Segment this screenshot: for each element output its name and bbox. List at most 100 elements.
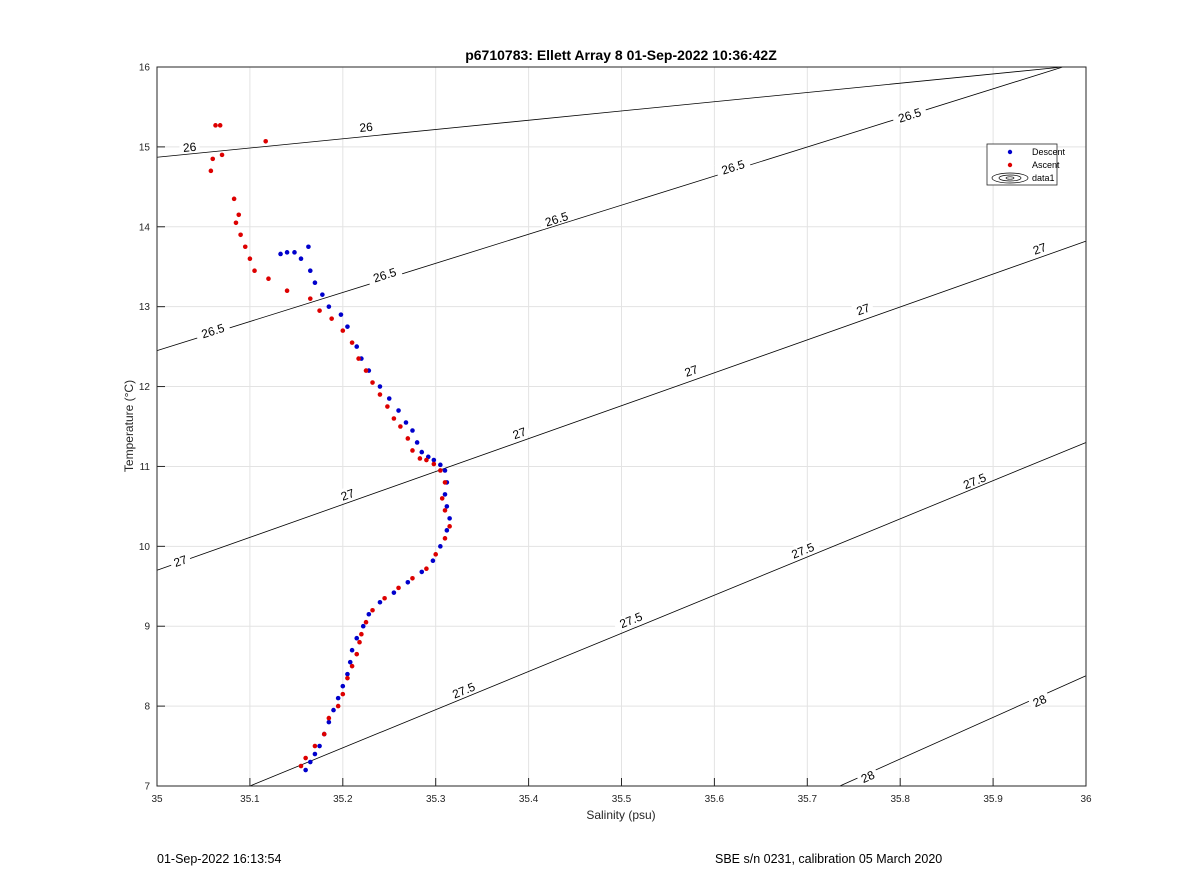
- contour-label-bg: [851, 299, 875, 319]
- ascent-point: [321, 731, 327, 737]
- contour-label-text: 26: [182, 140, 197, 155]
- contour-label: 27: [679, 360, 703, 380]
- descent-point: [360, 623, 366, 629]
- contour-label-text: 28: [859, 768, 877, 786]
- contour-label: 27: [851, 299, 875, 319]
- ascent-point: [431, 461, 437, 467]
- descent-point: [306, 244, 311, 250]
- contour-label-text: 26: [359, 120, 374, 135]
- contour-label-bg: [679, 360, 703, 380]
- descent-point: [419, 569, 425, 575]
- legend-ascent-marker: [1007, 162, 1013, 168]
- y-tick-label: 11: [140, 462, 151, 473]
- contour-label-text: 28: [1031, 692, 1049, 710]
- ascent-point: [233, 220, 239, 226]
- descent-point: [405, 579, 411, 585]
- ascent-point: [398, 424, 403, 429]
- ascent-point: [410, 448, 415, 453]
- y-tick-label: 7: [144, 782, 150, 793]
- data-series: [208, 123, 452, 773]
- y-tick-label: 12: [139, 382, 151, 393]
- descent-point: [354, 344, 360, 349]
- y-tick-label: 13: [139, 302, 151, 313]
- y-tick-label: 9: [144, 622, 150, 633]
- descent-point: [377, 599, 383, 605]
- ascent-point: [217, 123, 223, 128]
- contour-label-bg: [538, 207, 575, 230]
- ascent-point: [340, 691, 346, 697]
- descent-point: [307, 759, 313, 765]
- descent-point: [438, 462, 443, 468]
- contour-label-text: 26.5: [896, 105, 923, 125]
- descent-point: [335, 695, 341, 701]
- descent-point: [438, 544, 443, 549]
- ascent-point: [252, 268, 257, 274]
- y-axis-label: Temperature (°C): [122, 380, 136, 472]
- ascent-point: [263, 138, 268, 144]
- contour-label: 27.5: [445, 677, 482, 703]
- ascent-point: [385, 404, 390, 409]
- descent-point: [349, 647, 355, 653]
- ascent-point: [363, 619, 369, 625]
- descent-point: [354, 635, 360, 641]
- x-tick-label: 35.8: [890, 794, 910, 805]
- contour-label-text: 27: [1031, 240, 1049, 258]
- descent-point: [340, 683, 346, 689]
- x-tick-label: 35.6: [705, 794, 725, 805]
- ascent-point: [405, 436, 411, 441]
- contour-label-text: 26.5: [720, 157, 747, 177]
- y-tick-label: 14: [139, 222, 151, 233]
- ascent-point: [219, 152, 225, 158]
- contour-line: [156, 66, 1063, 158]
- x-tick-label: 35.4: [519, 794, 539, 805]
- ascent-point: [377, 392, 383, 397]
- contour-label-text: 26.5: [543, 209, 570, 229]
- y-tick-label: 15: [139, 142, 151, 153]
- ascent-point: [236, 212, 242, 218]
- contour-label-bg: [855, 765, 880, 786]
- ascent-point: [335, 703, 341, 709]
- descent-point: [442, 468, 448, 473]
- ascent-point: [382, 595, 387, 601]
- ascent-point: [231, 196, 237, 202]
- contour-label: 27.5: [784, 537, 821, 563]
- contour-label-bg: [784, 537, 821, 563]
- ascent-point: [433, 552, 439, 557]
- x-tick-label: 35: [151, 794, 163, 805]
- contour-label-text: 27: [339, 486, 357, 504]
- legend-data1-label: data1: [1032, 173, 1055, 183]
- ascent-point: [242, 244, 248, 250]
- ascent-point: [359, 631, 364, 637]
- ascent-point: [391, 416, 397, 421]
- chart-title: p6710783: Ellett Array 8 01-Sep-2022 10:…: [465, 47, 777, 63]
- descent-point: [345, 324, 350, 329]
- descent-point: [430, 558, 436, 564]
- contour-line: [156, 66, 1063, 351]
- x-tick-label: 36: [1080, 794, 1092, 805]
- ascent-point: [345, 675, 350, 681]
- legend-descent-marker: [1007, 149, 1013, 155]
- contour-label-bg: [1027, 238, 1051, 258]
- ascent-point: [424, 566, 429, 572]
- ascent-point: [370, 607, 375, 613]
- ascent-point: [363, 368, 369, 373]
- descent-point: [444, 528, 450, 533]
- ascent-point: [340, 328, 346, 333]
- ascent-point: [349, 663, 355, 669]
- contour-label: 26.5: [366, 262, 403, 286]
- footer-calibration: SBE s/n 0231, calibration 05 March 2020: [715, 852, 943, 866]
- contour-label-bg: [366, 262, 403, 286]
- contour-label-bg: [507, 422, 531, 442]
- x-axis-label: Salinity (psu): [586, 808, 655, 822]
- ascent-point: [438, 468, 443, 473]
- contour-label: 28: [855, 765, 880, 786]
- descent-point: [284, 250, 290, 255]
- ascent-point: [442, 508, 448, 513]
- contour-label-text: 27: [511, 424, 529, 442]
- contour-label-text: 26.5: [372, 265, 399, 285]
- contour-label-bg: [194, 318, 231, 342]
- descent-point: [345, 671, 350, 677]
- descent-point: [326, 304, 332, 309]
- descent-point: [410, 428, 415, 433]
- descent-point: [320, 292, 325, 297]
